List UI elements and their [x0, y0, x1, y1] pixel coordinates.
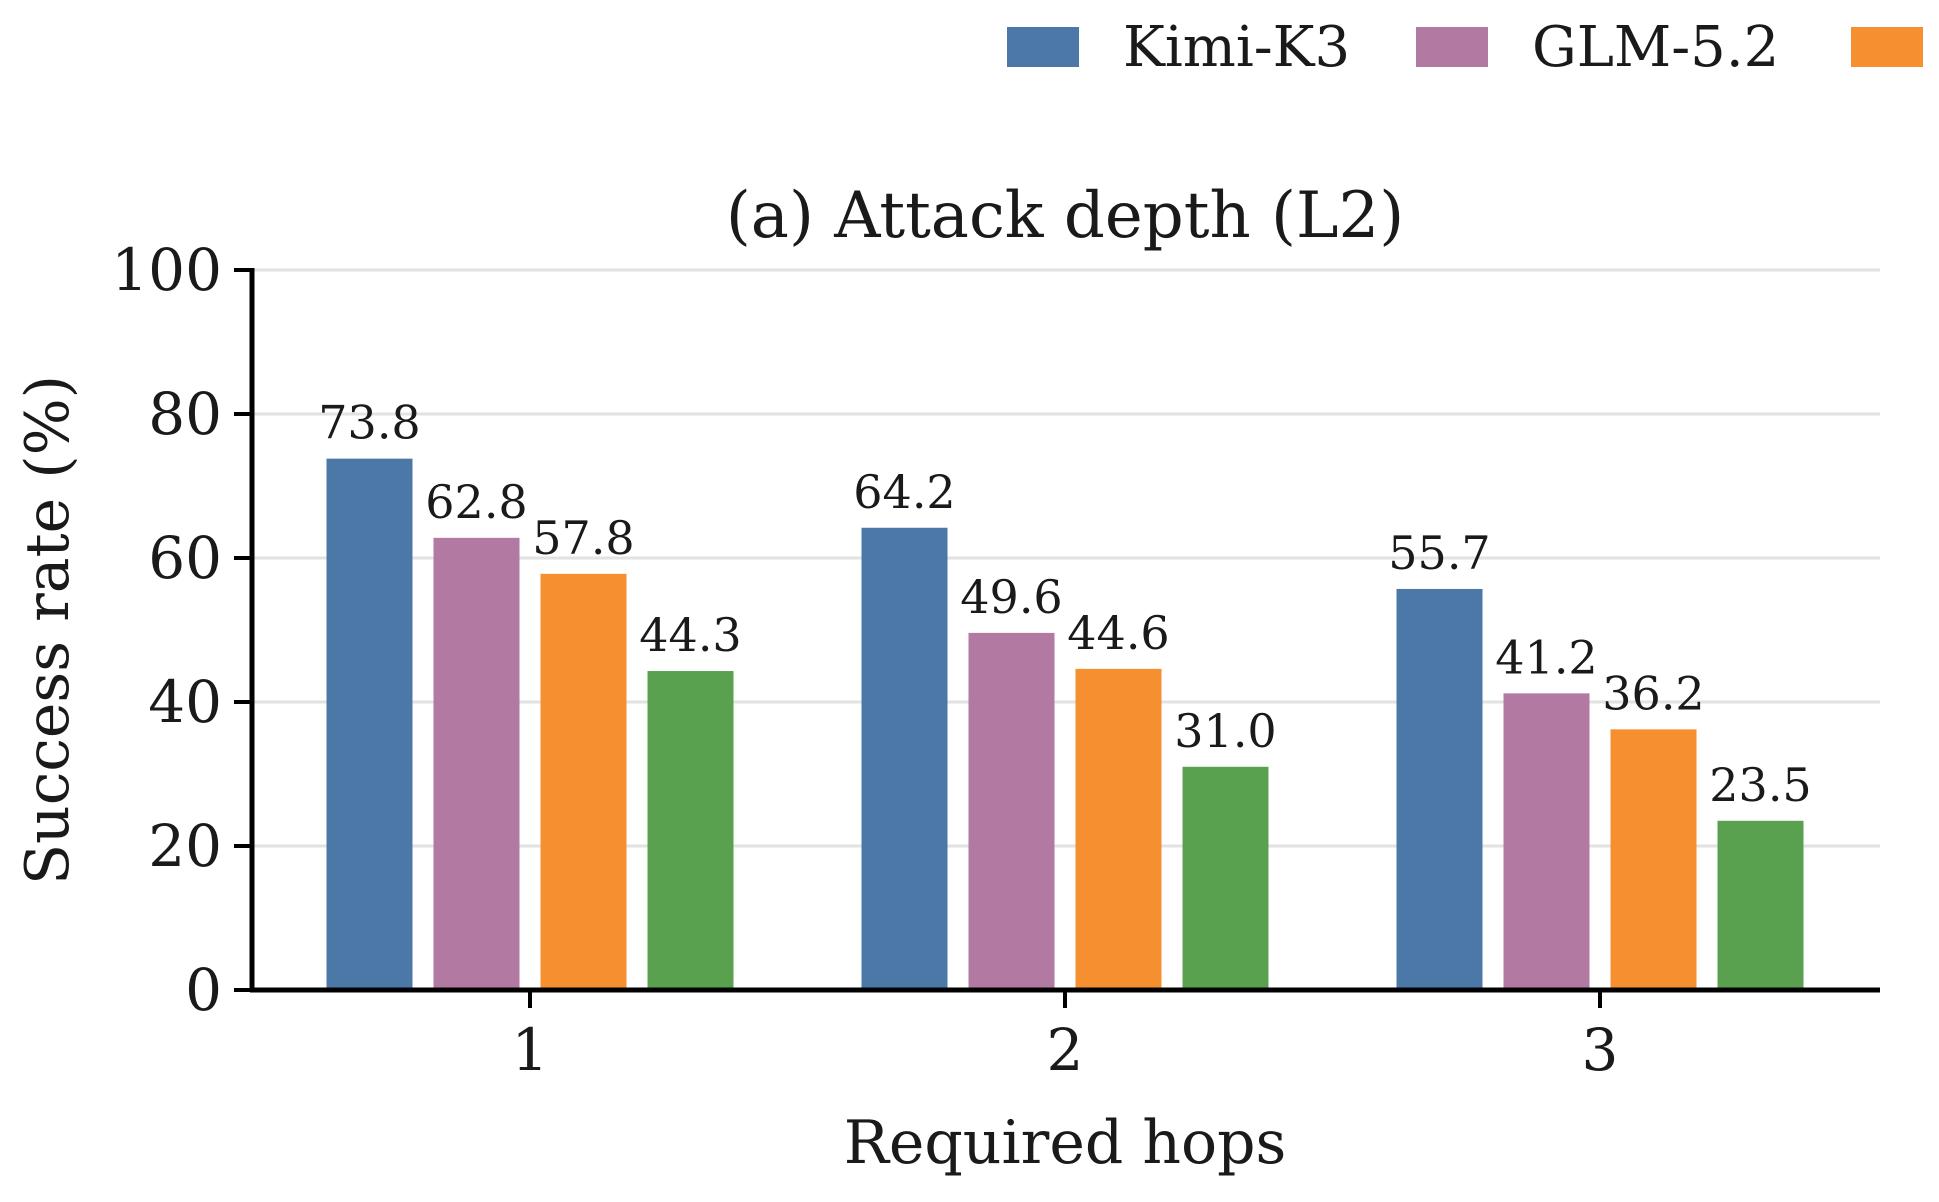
x-axis-ticks: 1 2 3 — [512, 990, 1619, 1084]
bar — [1075, 668, 1162, 990]
bar — [647, 671, 734, 990]
bar — [540, 573, 627, 990]
bar — [1503, 693, 1590, 990]
bar — [861, 527, 948, 990]
bar-value-label: 55.7 — [1388, 526, 1490, 580]
bar-value-label: 73.8 — [318, 396, 420, 450]
y-tick-label: 0 — [185, 956, 222, 1024]
bar — [1182, 766, 1269, 990]
x-tick-label: 1 — [512, 1016, 549, 1084]
bar-value-label: 62.8 — [425, 475, 527, 529]
bar — [326, 458, 413, 990]
bars — [326, 458, 1804, 990]
bar-value-label: 44.3 — [639, 608, 741, 662]
x-axis-label: Required hops — [844, 1108, 1287, 1178]
x-tick-label: 3 — [1582, 1016, 1619, 1084]
gridlines — [252, 268, 1880, 848]
bar-value-label: 23.5 — [1709, 758, 1811, 812]
y-tick-label: 40 — [148, 668, 222, 736]
legend-swatch — [1416, 27, 1488, 67]
legend-label: GLM-5.2 — [1532, 15, 1779, 80]
legend-label: Kimi-K3 — [1123, 15, 1350, 80]
bar-value-label: 64.2 — [853, 465, 955, 519]
bar — [968, 632, 1055, 990]
bar-value-label: 31.0 — [1174, 704, 1276, 758]
legend-swatch — [1007, 27, 1079, 67]
legend-swatch — [1851, 27, 1923, 67]
legend: Kimi-K3 GLM-5.2 — [1007, 15, 1923, 80]
bar — [433, 537, 520, 990]
y-tick-label: 20 — [148, 812, 222, 880]
bar-value-label: 49.6 — [960, 570, 1062, 624]
x-tick-label: 2 — [1047, 1016, 1084, 1084]
y-tick-label: 80 — [148, 380, 222, 448]
value-labels: 73.8 64.2 55.7 62.8 49.6 41.2 57.8 44.6 36.2 44.3… — [318, 396, 1811, 812]
bar-value-label: 44.6 — [1067, 606, 1169, 660]
bar-value-label: 36.2 — [1602, 666, 1704, 720]
bar — [1396, 588, 1483, 990]
y-tick-label: 60 — [148, 524, 222, 592]
y-axis-label: Success rate (%) — [13, 375, 83, 885]
y-axis-ticks: 0 20 40 60 80 100 — [111, 236, 252, 1024]
bar-value-label: 57.8 — [532, 511, 634, 565]
y-tick-label: 100 — [111, 236, 222, 304]
chart-title: (a) Attack depth (L2) — [726, 179, 1404, 253]
bar — [1610, 729, 1697, 990]
bar-value-label: 41.2 — [1495, 630, 1597, 684]
bar — [1717, 820, 1804, 990]
